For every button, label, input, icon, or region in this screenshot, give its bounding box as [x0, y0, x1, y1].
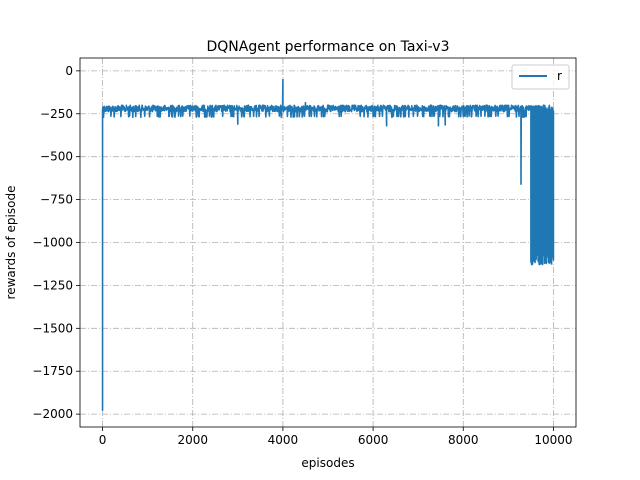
chart-title: DQNAgent performance on Taxi-v3: [206, 39, 449, 55]
ticks: 0 2000 4000 6000 8000 10000 0 −250 −500 −750 −1000…: [32, 64, 572, 447]
x-tick-label: 0: [99, 433, 107, 447]
x-axis-label: episodes: [301, 456, 354, 470]
series-layer: [101, 78, 555, 411]
legend-label-r: r: [557, 69, 562, 83]
series-line-r: [101, 78, 555, 411]
legend: r: [511, 64, 570, 90]
x-tick-label: 8000: [448, 433, 479, 447]
x-tick-label: 6000: [358, 433, 389, 447]
x-tick-label: 4000: [268, 433, 299, 447]
x-tick-label: 2000: [177, 433, 208, 447]
plot-frame: [79, 57, 577, 428]
y-tick-label: −2000: [32, 407, 73, 421]
y-tick-label: −250: [40, 107, 73, 121]
y-axis-label: rewards of episode: [4, 186, 18, 300]
y-tick-label: −1500: [32, 321, 73, 335]
y-tick-label: −500: [40, 150, 73, 164]
x-tick-label: 10000: [534, 433, 572, 447]
y-tick-label: −1250: [32, 278, 73, 292]
y-tick-label: −750: [40, 193, 73, 207]
y-tick-label: −1000: [32, 236, 73, 250]
y-tick-label: 0: [65, 64, 73, 78]
y-tick-label: −1750: [32, 364, 73, 378]
